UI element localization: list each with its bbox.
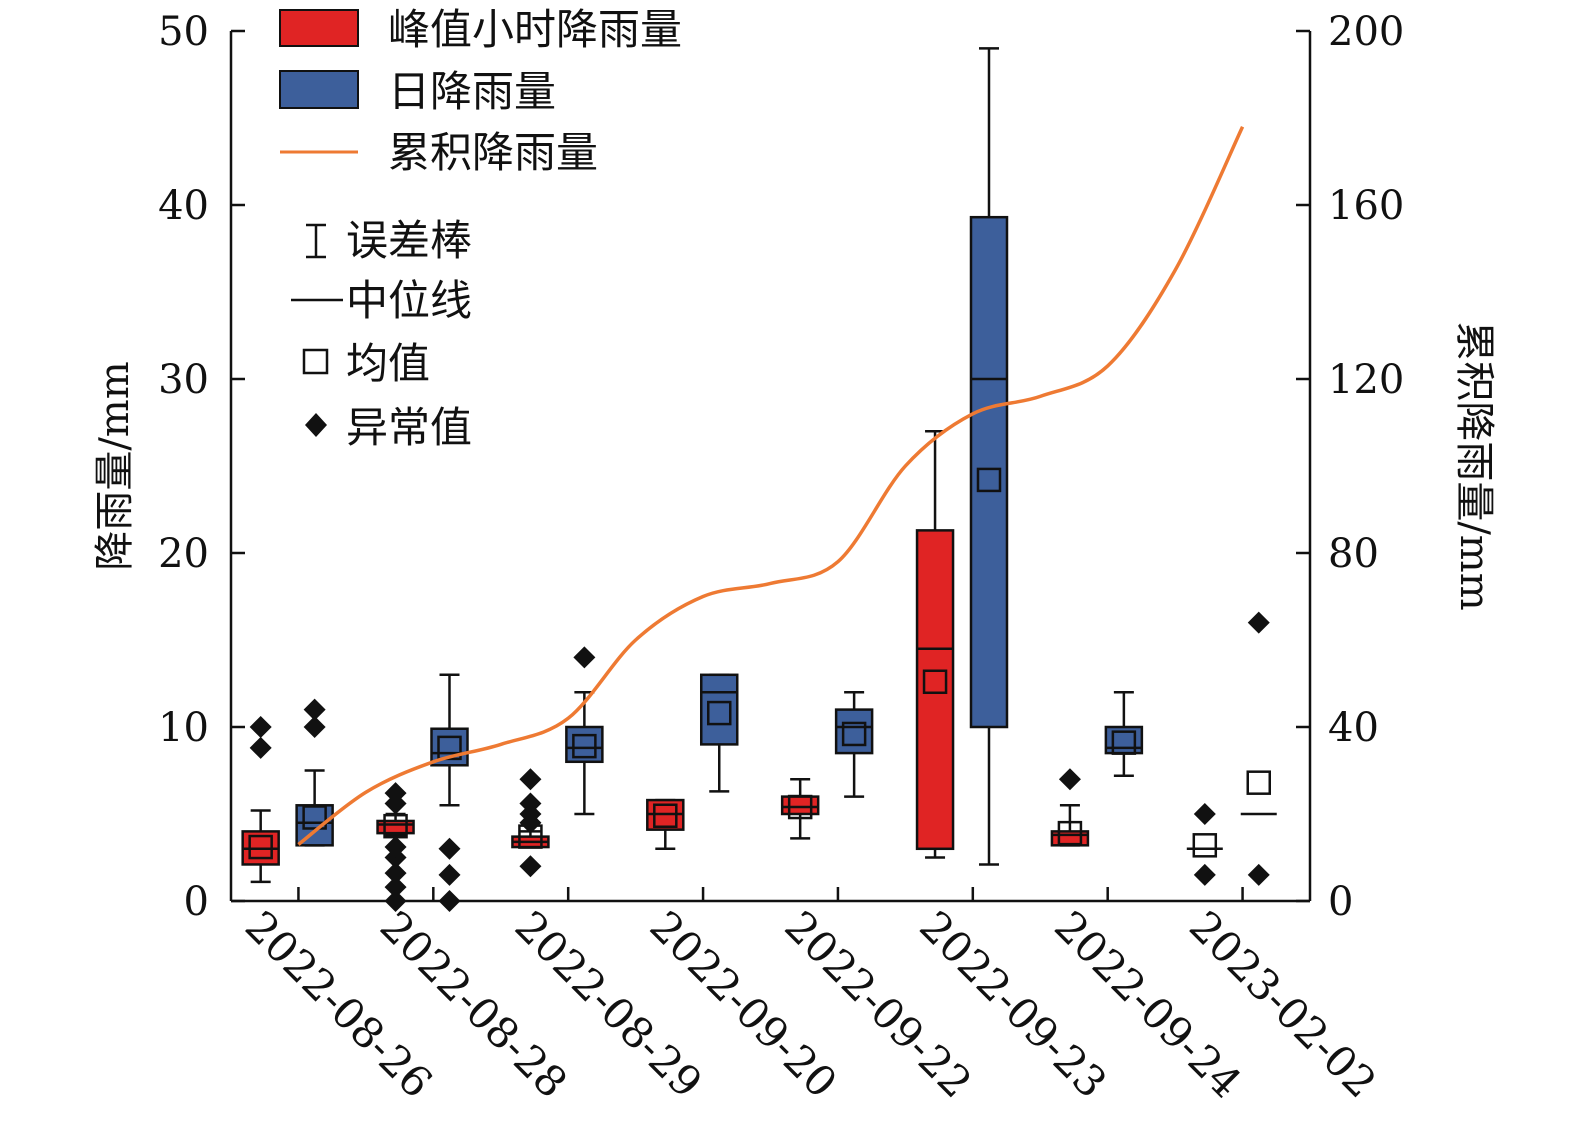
outlier-point bbox=[384, 782, 407, 805]
legend-swatch-peak-hourly bbox=[279, 9, 359, 47]
category-labels: 2022-08-262022-08-282022-08-292022-09-20… bbox=[236, 901, 1386, 1107]
legend-label-median: 中位线 bbox=[346, 276, 472, 325]
cumulative-rainfall-line bbox=[297, 125, 1245, 846]
left-tick-label: 30 bbox=[158, 357, 209, 403]
right-tick-label: 0 bbox=[1328, 879, 1353, 925]
mean-marker bbox=[653, 803, 678, 828]
mean-marker bbox=[976, 467, 1002, 493]
box bbox=[295, 804, 334, 847]
outlier-point bbox=[384, 890, 407, 912]
left-tick-label: 0 bbox=[184, 879, 209, 925]
box bbox=[834, 708, 874, 755]
outlier-point bbox=[1058, 768, 1081, 791]
outlier-point bbox=[519, 855, 542, 878]
outlier-point bbox=[249, 736, 272, 759]
right-tick-label: 160 bbox=[1328, 183, 1404, 229]
outlier-point bbox=[1193, 863, 1216, 886]
legend-swatch-daily bbox=[279, 70, 359, 109]
box bbox=[969, 215, 1009, 729]
mean-marker bbox=[1057, 820, 1083, 846]
outlier-point bbox=[303, 716, 326, 738]
legend-label-peak-hourly: 峰值小时降雨量 bbox=[388, 5, 682, 54]
outlier-point bbox=[384, 876, 407, 899]
mean-marker bbox=[248, 834, 273, 860]
mean-marker bbox=[302, 805, 327, 830]
mean-marker bbox=[706, 700, 732, 726]
legend-label-cumulative: 累积降雨量 bbox=[388, 128, 598, 177]
box bbox=[376, 819, 415, 835]
box bbox=[915, 529, 955, 851]
outlier-point bbox=[249, 716, 272, 738]
legend: 峰值小时降雨量 日降雨量 累积降雨量 误差棒 中位线 均值 异常值 bbox=[279, 5, 682, 452]
legend-label-daily: 日降雨量 bbox=[388, 67, 556, 116]
left-axis-title: 降雨量/mm bbox=[92, 361, 138, 570]
mean-marker bbox=[1246, 770, 1271, 795]
right-tick-label: 40 bbox=[1328, 705, 1379, 751]
mean-marker bbox=[437, 735, 462, 761]
outlier-point bbox=[303, 698, 326, 721]
right-tick-label: 200 bbox=[1328, 9, 1404, 55]
outlier-point bbox=[519, 792, 542, 815]
mean-marker bbox=[922, 669, 948, 695]
left-tick-label: 50 bbox=[158, 9, 209, 55]
legend-errorbar-icon bbox=[306, 223, 326, 259]
right-tick-label: 80 bbox=[1328, 531, 1379, 577]
right-axis-title: 累积降雨量/mm bbox=[1451, 321, 1497, 610]
mean-marker bbox=[572, 733, 597, 759]
axis-ticks: 0 10 20 30 40 50 0 40 80 120 160 200 bbox=[158, 9, 1404, 925]
left-tick-label: 20 bbox=[158, 531, 209, 577]
mean-marker bbox=[787, 794, 813, 820]
legend-mean-icon bbox=[302, 348, 329, 375]
outlier-point bbox=[438, 863, 461, 886]
box-plots bbox=[241, 47, 1277, 912]
mean-marker bbox=[1111, 730, 1137, 755]
outlier-point bbox=[438, 837, 461, 860]
box bbox=[780, 795, 820, 816]
legend-label-outlier: 异常值 bbox=[346, 403, 472, 452]
mean-marker bbox=[841, 721, 867, 747]
outlier-point bbox=[519, 768, 542, 791]
right-tick-label: 120 bbox=[1328, 357, 1404, 403]
box bbox=[699, 673, 739, 746]
left-tick-label: 40 bbox=[158, 183, 209, 229]
outlier-point bbox=[1247, 611, 1270, 634]
outlier-point bbox=[384, 862, 407, 885]
outlier-point bbox=[1247, 863, 1270, 886]
mean-marker bbox=[1192, 833, 1218, 858]
legend-outlier-icon bbox=[305, 413, 327, 437]
left-tick-label: 10 bbox=[158, 705, 209, 751]
outlier-point bbox=[438, 890, 461, 912]
cumulative-line-layer bbox=[297, 125, 1245, 846]
legend-label-errorbar: 误差棒 bbox=[346, 216, 472, 265]
outlier-point bbox=[573, 646, 596, 669]
outlier-point bbox=[384, 836, 407, 859]
outlier-point bbox=[1193, 803, 1216, 825]
legend-label-mean: 均值 bbox=[346, 339, 430, 388]
